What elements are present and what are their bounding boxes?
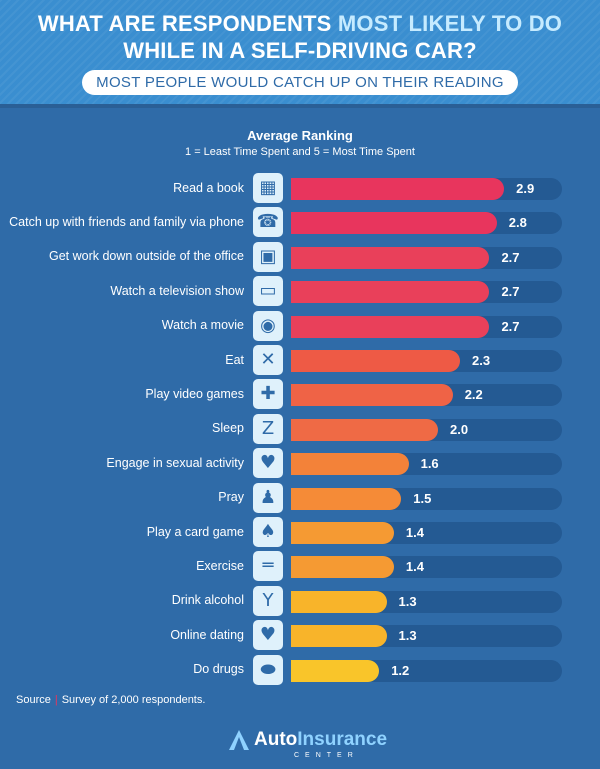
bar	[291, 522, 394, 544]
logo-mark-icon	[229, 730, 249, 750]
category-label: Do drugs	[193, 662, 244, 677]
category-label: Play video games	[145, 386, 244, 401]
logo-text-auto: Auto	[254, 729, 298, 750]
value-label: 1.5	[413, 490, 432, 506]
laptop-heart-icon: ♥	[253, 620, 283, 651]
pill-icon: ⬬	[253, 654, 283, 685]
value-label: 2.3	[472, 353, 491, 368]
chart-row: Pray ♟ 1.5	[0, 481, 600, 515]
chart-row: Sleep Z 2.0	[0, 412, 600, 446]
value-label: 1.4	[405, 559, 424, 575]
dumbbell-icon: ═	[253, 551, 283, 582]
pray-icon: ♟	[253, 482, 283, 513]
subtitle-pill: MOST PEOPLE WOULD CATCH UP ON THEIR READ…	[82, 70, 518, 95]
value-label: 1.3	[398, 628, 417, 644]
computer-icon: ▣	[253, 241, 283, 272]
category-label: Sleep	[212, 421, 244, 436]
value-label: 2.2	[464, 387, 483, 403]
value-label: 2.7	[501, 318, 520, 334]
sleep-icon: Z	[253, 413, 283, 444]
chart-row: Eat ✕ 2.3	[0, 343, 600, 377]
cards-icon: ♠	[253, 517, 283, 547]
chart-row: Exercise ═ 1.4	[0, 549, 600, 583]
bar	[291, 350, 461, 372]
category-label: Catch up with friends and family via pho…	[9, 214, 244, 229]
chart-row: Play a card game ♠ 1.4	[0, 515, 600, 549]
bar	[291, 418, 438, 441]
category-label: Pray	[218, 490, 244, 505]
bar	[291, 315, 490, 338]
title-line1-highlight: MOST LIKELY TO DO	[337, 11, 563, 36]
value-label: 1.6	[420, 456, 439, 472]
brand-logo: AutoInsurance CENTER	[0, 720, 600, 769]
category-label: Eat	[225, 352, 244, 367]
source-note: Source | Survey of 2,000 respondents.	[16, 694, 205, 706]
category-label: Exercise	[196, 558, 244, 573]
value-label: 1.4	[405, 525, 424, 540]
bar	[291, 246, 490, 269]
gamepad-icon: ✚	[253, 379, 283, 410]
value-label: 2.7	[501, 284, 520, 300]
heart-icon: ♥	[253, 448, 283, 479]
title-line1-part1: WHAT ARE RESPONDENTS	[37, 11, 332, 36]
cocktail-icon: Y	[253, 585, 283, 616]
bar	[291, 659, 380, 682]
fork-knife-icon: ✕	[253, 345, 283, 375]
bar	[291, 384, 453, 407]
value-label: 2.8	[508, 215, 527, 231]
value-label: 1.2	[391, 662, 410, 678]
tv-icon: ▭	[253, 276, 283, 307]
source-separator: |	[54, 694, 58, 706]
bar	[291, 281, 490, 304]
bar	[291, 487, 402, 510]
chart-row: Play video games ✚ 2.2	[0, 377, 600, 411]
source-label: Source	[16, 694, 51, 706]
phone-icon: ☎	[253, 207, 283, 238]
category-label: Drink alcohol	[171, 593, 244, 608]
calculator-icon: ▦	[253, 173, 283, 203]
value-label: 2.9	[516, 181, 535, 196]
chart-row: Get work down outside of the office ▣ 2.7	[0, 240, 600, 274]
bar	[291, 453, 409, 476]
header-banner: WHAT ARE RESPONDENTS MOST LIKELY TO DO W…	[0, 0, 600, 108]
chart-row: Drink alcohol Y 1.3	[0, 584, 600, 618]
chart-row: Do drugs ⬬ 1.2	[0, 653, 600, 687]
logo-text: AutoInsurance	[254, 729, 387, 751]
category-label: Get work down outside of the office	[48, 249, 244, 264]
bar	[291, 556, 394, 579]
logo-text-center: CENTER	[294, 752, 359, 759]
title-line2: WHILE IN A SELF-DRIVING CAR?	[123, 38, 477, 63]
chart-row: Catch up with friends and family via pho…	[0, 205, 600, 239]
value-label: 2.7	[501, 249, 520, 265]
source-text: Survey of 2,000 respondents.	[61, 694, 206, 706]
chart-row: Engage in sexual activity ♥ 1.6	[0, 446, 600, 480]
chart-row: Read a book ▦ 2.9	[0, 171, 600, 205]
category-label: Play a card game	[146, 524, 244, 539]
category-label: Watch a movie	[161, 318, 244, 333]
chart-row: Watch a television show ▭ 2.7	[0, 274, 600, 308]
bar	[291, 590, 387, 613]
page-title: WHAT ARE RESPONDENTS MOST LIKELY TO DO W…	[0, 10, 600, 64]
bar	[291, 178, 505, 200]
film-reel-icon: ◉	[253, 310, 283, 341]
logo-text-insurance: Insurance	[297, 729, 388, 750]
value-label: 1.3	[398, 593, 417, 609]
chart-title: Average Ranking	[247, 128, 353, 143]
chart-subtitle: 1 = Least Time Spent and 5 = Most Time S…	[185, 146, 415, 158]
chart-row: Watch a movie ◉ 2.7	[0, 309, 600, 343]
bar	[291, 212, 497, 235]
category-label: Read a book	[173, 180, 244, 195]
category-label: Engage in sexual activity	[106, 455, 244, 470]
value-label: 2.0	[450, 421, 469, 437]
bar	[291, 625, 387, 648]
category-label: Watch a television show	[110, 283, 244, 298]
category-label: Online dating	[170, 627, 244, 642]
chart-row: Online dating ♥ 1.3	[0, 618, 600, 652]
